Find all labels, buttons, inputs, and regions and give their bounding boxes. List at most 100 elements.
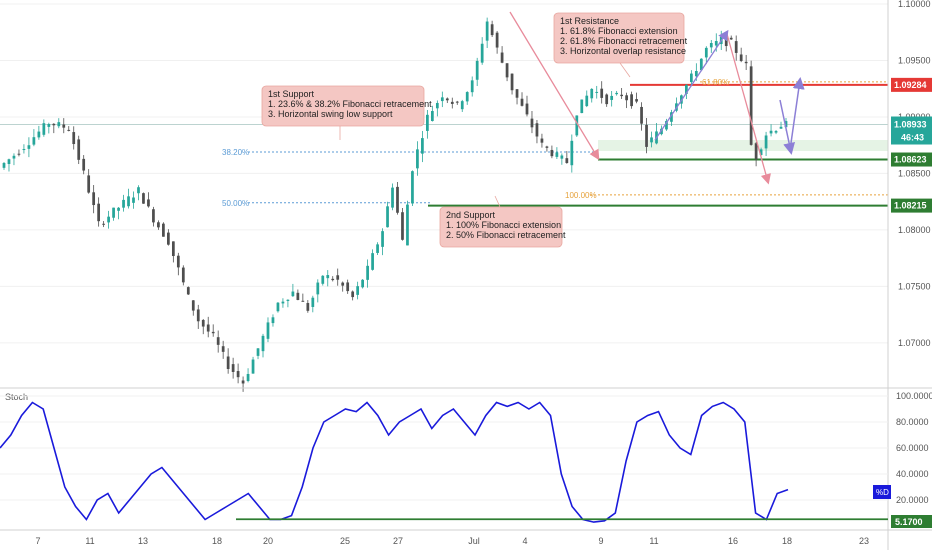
candle-body — [371, 253, 374, 270]
candle-body — [689, 73, 693, 83]
candle-body — [500, 52, 504, 63]
time-tick-label: 20 — [263, 536, 273, 546]
candle-body — [585, 95, 589, 107]
annotation-second-support: 2nd Support 1. 100% Fibonacci extension … — [439, 195, 566, 248]
candle-body — [181, 267, 185, 283]
candle-body — [475, 60, 479, 80]
candle-body — [52, 123, 56, 126]
annotation-first-support: 1st Support 1. 23.6% & 38.2% Fibonacci r… — [261, 85, 432, 140]
candle-body — [734, 41, 738, 53]
candle-body — [704, 47, 708, 58]
candle-body — [67, 129, 71, 131]
support-zone — [598, 140, 888, 151]
stoch-level-label: 5.1700 — [895, 517, 923, 527]
candle-body — [266, 322, 270, 339]
time-tick-label: 23 — [859, 536, 869, 546]
time-tick-label: 4 — [522, 536, 527, 546]
stoch-legend-tag: %D — [873, 485, 891, 499]
candle-body — [650, 137, 653, 143]
candle-body — [256, 348, 260, 356]
stoch-grid — [0, 395, 888, 501]
candlestick-series — [2, 17, 788, 392]
candle-body — [316, 282, 320, 295]
candle-body — [137, 187, 140, 194]
candle-body — [107, 216, 110, 223]
candle-body — [87, 175, 91, 193]
candle-body — [171, 241, 175, 257]
price-tick-label: 1.07500 — [898, 281, 931, 291]
candle-body — [694, 70, 698, 77]
candle-body — [211, 331, 215, 334]
candle-body — [391, 187, 394, 208]
level-tag-label-resistance: 1.09284 — [894, 80, 927, 90]
price-tick-label: 1.10000 — [898, 0, 931, 9]
candle-body — [122, 199, 125, 208]
candle-body — [186, 287, 190, 295]
candle-body — [251, 359, 255, 374]
candle-body — [560, 155, 564, 159]
candle-body — [575, 115, 579, 136]
candle-body — [221, 346, 225, 352]
time-tick-label: 25 — [340, 536, 350, 546]
candle-body — [480, 43, 484, 63]
candle-body — [331, 278, 335, 281]
candle-body — [336, 275, 340, 280]
candle-body — [595, 91, 599, 93]
candle-body — [162, 223, 165, 237]
level-tag-support-2 — [891, 198, 932, 213]
level-tag-label-support-1: 1.08623 — [894, 155, 927, 165]
annotation-first-support-line-2: 1. 23.6% & 38.2% Fibonacci retracement — [268, 99, 432, 109]
candle-body — [510, 73, 514, 91]
candle-body — [465, 92, 469, 102]
candle-body — [127, 196, 130, 207]
candle-body — [520, 98, 524, 106]
candle-body — [709, 43, 713, 48]
candle-body — [565, 158, 569, 163]
candle-body — [92, 192, 96, 206]
stoch-tick-label: 20.0000 — [896, 495, 929, 505]
fib-label: 50.00% — [222, 199, 249, 208]
candle-body — [381, 231, 384, 247]
candle-body — [376, 244, 379, 253]
candle-body — [470, 80, 474, 93]
fib-label: 100.00% — [565, 191, 597, 200]
current-price-tag — [891, 116, 932, 145]
candle-body — [82, 158, 86, 171]
candle-body — [241, 380, 245, 384]
candle-body — [401, 212, 404, 240]
stoch-legend: %D — [876, 488, 889, 497]
candle-body — [505, 63, 509, 78]
time-tick-label: 11 — [85, 536, 94, 546]
candle-body — [341, 282, 345, 286]
candle-body — [17, 153, 21, 155]
candle-body — [580, 99, 584, 114]
candle-body — [665, 120, 668, 130]
range-arrow-down — [779, 99, 796, 155]
candle-body — [12, 155, 16, 159]
candle-body — [102, 223, 105, 225]
candle-body — [152, 209, 155, 223]
stoch-tick-label: 100.0000 — [896, 391, 932, 401]
candle-body — [754, 143, 758, 160]
price-grid — [0, 3, 888, 344]
current-price-countdown: 46:43 — [901, 133, 924, 143]
candle-body — [301, 300, 305, 302]
candle-body — [396, 186, 399, 213]
candle-body — [231, 364, 235, 372]
candle-body — [147, 199, 150, 207]
candle-body — [490, 24, 494, 36]
candle-body — [196, 309, 200, 322]
time-tick-label: Jul — [468, 536, 480, 546]
current-price-label: 1.08933 — [894, 120, 927, 130]
stoch-tick-label: 60.0000 — [896, 443, 929, 453]
candle-body — [142, 193, 145, 204]
candle-body — [759, 149, 763, 156]
fib-label: 61.80% — [702, 78, 729, 87]
level-tag-label-support-2: 1.08215 — [894, 201, 927, 211]
candle-body — [535, 123, 539, 137]
candle-body — [724, 36, 728, 47]
candle-body — [117, 207, 120, 211]
candle-body — [386, 206, 389, 228]
candle-body — [2, 163, 6, 168]
candle-body — [366, 265, 369, 280]
